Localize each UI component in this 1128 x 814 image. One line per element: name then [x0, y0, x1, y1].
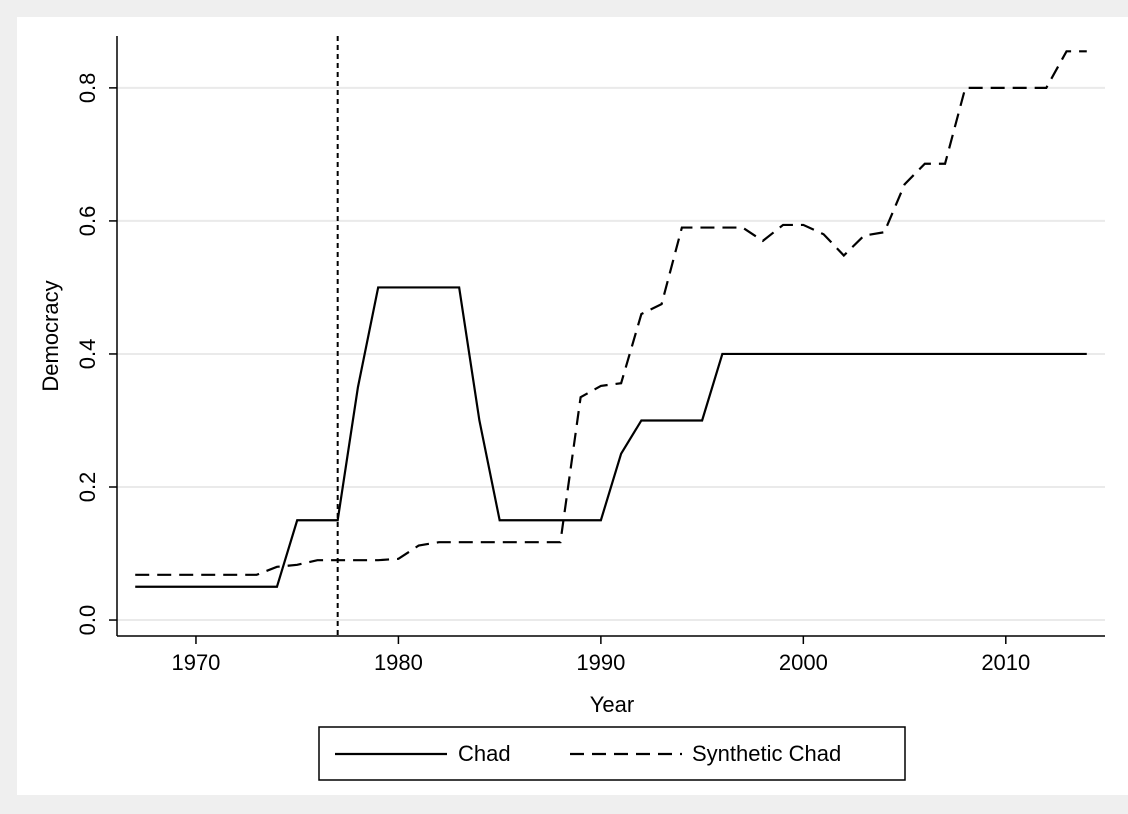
x-tick-label: 2010 [981, 650, 1030, 675]
series-line [135, 50, 1087, 576]
y-tick-label: 0.2 [75, 472, 100, 503]
y-tick-label: 0.6 [75, 206, 100, 237]
legend-label: Synthetic Chad [692, 741, 841, 766]
series-line [135, 286, 1087, 588]
legend-label: Chad [458, 741, 511, 766]
y-tick-label: 0.4 [75, 339, 100, 370]
y-tick-label: 0.8 [75, 73, 100, 104]
y-axis-label: Democracy [38, 280, 63, 391]
y-tick-label: 0.0 [75, 605, 100, 636]
x-tick-label: 1980 [374, 650, 423, 675]
x-tick-label: 1990 [576, 650, 625, 675]
x-tick-label: 1970 [171, 650, 220, 675]
x-axis-label: Year [590, 692, 634, 717]
x-tick-label: 2000 [779, 650, 828, 675]
graph-region [17, 17, 1128, 795]
